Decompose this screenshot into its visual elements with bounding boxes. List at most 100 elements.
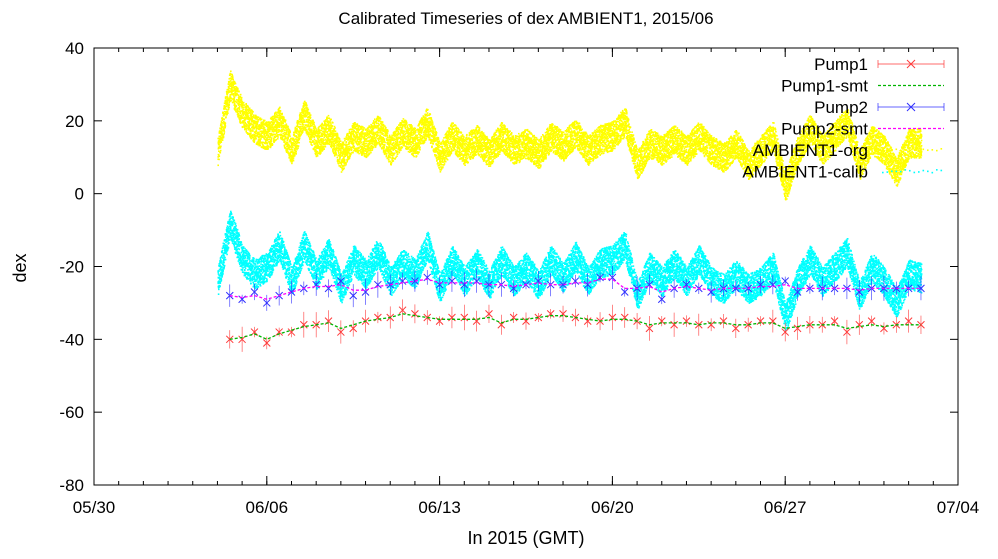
point [348,145,351,148]
point [380,125,382,127]
point [390,147,392,150]
point [347,135,349,138]
point [357,150,359,152]
point [312,120,314,123]
point [325,136,328,139]
point [298,141,300,144]
point [327,120,330,122]
point [348,136,350,139]
point [315,152,318,154]
point [303,108,306,110]
point [273,139,276,142]
point [365,133,367,136]
point [290,154,293,157]
point [336,133,339,135]
point [321,128,324,130]
point [234,86,236,88]
point [335,153,338,156]
point [285,127,287,129]
point [312,119,314,122]
point [359,149,362,151]
point [334,153,336,156]
point [330,145,333,148]
point [390,152,392,155]
point [374,146,377,148]
point [262,130,265,133]
point [300,133,303,135]
point [270,138,273,141]
point [229,72,231,75]
point [360,138,363,140]
point [358,138,360,141]
point [334,151,337,153]
point [219,128,222,130]
point [268,145,270,148]
point [286,144,289,146]
point [362,151,364,153]
point [266,125,269,128]
point [319,150,322,152]
point [245,129,248,131]
point [267,131,270,133]
point [386,139,388,142]
point [237,99,240,101]
point [368,131,371,134]
point [364,155,366,158]
point [364,152,366,155]
point [401,129,403,131]
point [228,98,231,101]
point [351,130,353,133]
point [438,146,440,149]
point [464,164,466,166]
point [355,127,358,130]
point [361,136,363,139]
point [469,148,471,151]
point [461,157,463,159]
point [298,138,301,141]
point [251,118,253,120]
point [307,108,310,111]
point [444,152,447,154]
point [219,151,222,154]
point [231,89,234,91]
point [373,123,376,126]
point [245,116,248,119]
point [285,142,287,145]
point [278,123,281,125]
point [396,134,399,137]
point [358,137,361,140]
point [273,127,275,129]
point [221,126,223,129]
point [423,116,425,119]
point [225,102,227,105]
point [258,128,260,131]
point [350,136,353,138]
point [438,142,440,144]
point [294,142,296,145]
point [266,133,268,136]
point [261,122,264,124]
point [234,100,237,103]
point [226,102,229,104]
point [363,136,366,139]
point [308,122,311,124]
point [341,141,344,144]
point [365,138,368,141]
point [338,143,341,146]
point [305,126,307,129]
point [318,134,320,136]
point [327,123,330,125]
point [249,112,251,114]
point [272,118,275,120]
point [329,124,331,127]
point [385,126,387,129]
point [398,144,400,146]
point [286,141,289,144]
point [238,107,241,109]
point [432,123,434,125]
point [390,139,392,142]
point [222,122,224,124]
point [363,140,366,143]
point [364,147,367,150]
point [238,105,241,108]
